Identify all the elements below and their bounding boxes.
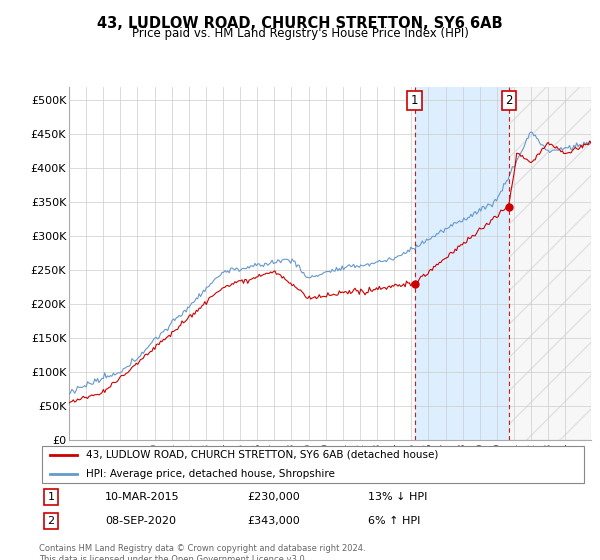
Text: 43, LUDLOW ROAD, CHURCH STRETTON, SY6 6AB (detached house): 43, LUDLOW ROAD, CHURCH STRETTON, SY6 6A… (86, 450, 438, 460)
Text: 2: 2 (47, 516, 55, 526)
Text: Price paid vs. HM Land Registry's House Price Index (HPI): Price paid vs. HM Land Registry's House … (131, 27, 469, 40)
FancyBboxPatch shape (42, 446, 584, 483)
Text: 1: 1 (411, 94, 418, 107)
Text: 2: 2 (505, 94, 512, 107)
Text: £343,000: £343,000 (248, 516, 301, 526)
Text: 13% ↓ HPI: 13% ↓ HPI (368, 492, 428, 502)
Bar (509, 87, 591, 440)
Text: 1: 1 (47, 492, 55, 502)
Text: 10-MAR-2015: 10-MAR-2015 (105, 492, 179, 502)
Bar (415, 87, 509, 440)
Text: £230,000: £230,000 (248, 492, 301, 502)
Text: Contains HM Land Registry data © Crown copyright and database right 2024.
This d: Contains HM Land Registry data © Crown c… (39, 544, 365, 560)
Text: 43, LUDLOW ROAD, CHURCH STRETTON, SY6 6AB: 43, LUDLOW ROAD, CHURCH STRETTON, SY6 6A… (97, 16, 503, 31)
Text: HPI: Average price, detached house, Shropshire: HPI: Average price, detached house, Shro… (86, 469, 335, 478)
Text: 6% ↑ HPI: 6% ↑ HPI (368, 516, 421, 526)
Text: 08-SEP-2020: 08-SEP-2020 (105, 516, 176, 526)
